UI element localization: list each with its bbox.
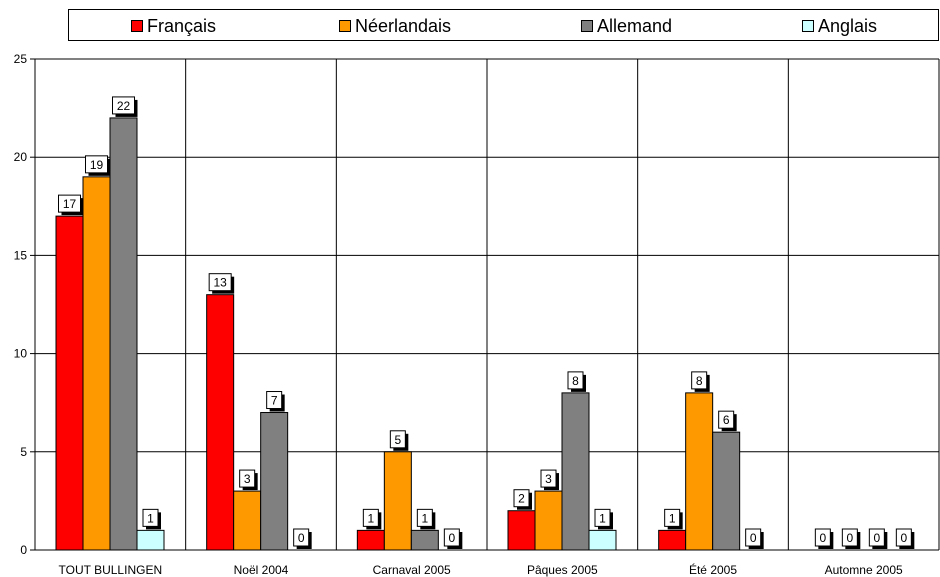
- x-tick-label: Automne 2005: [825, 563, 903, 577]
- data-label: 17: [63, 197, 77, 211]
- data-label: 0: [298, 531, 305, 545]
- data-label: 7: [271, 394, 278, 408]
- data-label: 1: [421, 511, 428, 525]
- bar: [356, 529, 385, 551]
- data-label-box: [745, 528, 762, 547]
- legend: Français Néerlandais Allemand Anglais: [68, 9, 939, 41]
- legend-item-allemand: Allemand: [581, 16, 672, 36]
- bar: [260, 412, 289, 551]
- y-tick-label: 0: [20, 543, 27, 557]
- data-label: 3: [244, 472, 251, 486]
- data-label-box: [567, 371, 584, 390]
- data-label-box: [814, 528, 831, 547]
- bar: [561, 392, 590, 551]
- data-label: 1: [147, 511, 154, 525]
- bar: [233, 490, 262, 551]
- bar: [685, 392, 714, 551]
- data-label-box: [266, 391, 283, 410]
- data-label-box: [142, 508, 159, 527]
- data-label: 1: [669, 511, 676, 525]
- data-label: 0: [873, 531, 880, 545]
- data-label: 19: [90, 158, 104, 172]
- data-label-box: [594, 508, 611, 527]
- legend-swatch-neerlandais: [339, 20, 351, 32]
- x-tick-label: Carnaval 2005: [373, 563, 451, 577]
- x-tick-label: Pâques 2005: [527, 563, 598, 577]
- bar: [658, 529, 687, 551]
- bar: [206, 294, 235, 551]
- data-label-box: [293, 528, 310, 547]
- y-tick-label: 10: [14, 347, 28, 361]
- data-label: 0: [900, 531, 907, 545]
- legend-item-anglais: Anglais: [802, 16, 877, 36]
- data-label: 0: [448, 531, 455, 545]
- legend-label-francais: Français: [147, 15, 217, 36]
- bar: [136, 529, 165, 551]
- bar: [109, 117, 138, 551]
- data-label-box: [841, 528, 858, 547]
- bar: [410, 529, 439, 551]
- data-label: 6: [723, 413, 730, 427]
- data-label-box: [895, 528, 912, 547]
- x-tick-label: Noël 2004: [234, 563, 289, 577]
- legend-item-francais: Français: [131, 16, 216, 36]
- data-label-box: [208, 273, 232, 292]
- data-label-box: [416, 508, 433, 527]
- data-label: 0: [819, 531, 826, 545]
- x-tick-label: TOUT BULLINGEN: [59, 563, 163, 577]
- data-label-box: [239, 469, 256, 488]
- legend-swatch-anglais: [802, 20, 814, 32]
- legend-swatch-allemand: [581, 20, 593, 32]
- data-label: 5: [394, 433, 401, 447]
- y-tick-label: 25: [14, 52, 28, 66]
- legend-label-allemand: Allemand: [597, 15, 673, 36]
- bar: [507, 510, 536, 551]
- data-label-box: [540, 469, 557, 488]
- data-label-box: [58, 194, 81, 213]
- data-label-box: [691, 371, 708, 390]
- data-label-box: [389, 430, 406, 449]
- data-label-box: [718, 410, 735, 429]
- y-tick-label: 20: [14, 150, 28, 164]
- data-label-box: [443, 528, 460, 547]
- data-label-box: [112, 96, 135, 115]
- bar: [588, 529, 617, 551]
- data-label-box: [664, 508, 681, 527]
- data-label: 2: [518, 492, 525, 506]
- data-label: 0: [750, 531, 757, 545]
- bar: [383, 451, 412, 551]
- bar: [55, 215, 84, 551]
- data-label: 8: [572, 374, 579, 388]
- x-tick-label: Été 2005: [689, 562, 737, 577]
- bar: [534, 490, 563, 551]
- data-label: 1: [367, 511, 374, 525]
- data-label: 0: [846, 531, 853, 545]
- bar: [82, 176, 111, 551]
- legend-label-anglais: Anglais: [818, 15, 878, 36]
- data-label: 1: [599, 511, 606, 525]
- data-label-box: [85, 155, 108, 174]
- legend-label-neerlandais: Néerlandais: [355, 15, 452, 36]
- data-label: 13: [213, 276, 227, 290]
- data-label: 22: [117, 99, 131, 113]
- data-label-box: [362, 508, 379, 527]
- legend-item-neerlandais: Néerlandais: [339, 16, 451, 36]
- bar: [712, 431, 741, 551]
- y-tick-label: 5: [20, 445, 27, 459]
- data-label-box: [868, 528, 885, 547]
- y-tick-label: 15: [14, 248, 28, 262]
- data-label: 8: [696, 374, 703, 388]
- legend-swatch-francais: [131, 20, 143, 32]
- data-label-box: [513, 489, 530, 508]
- data-label: 3: [545, 472, 552, 486]
